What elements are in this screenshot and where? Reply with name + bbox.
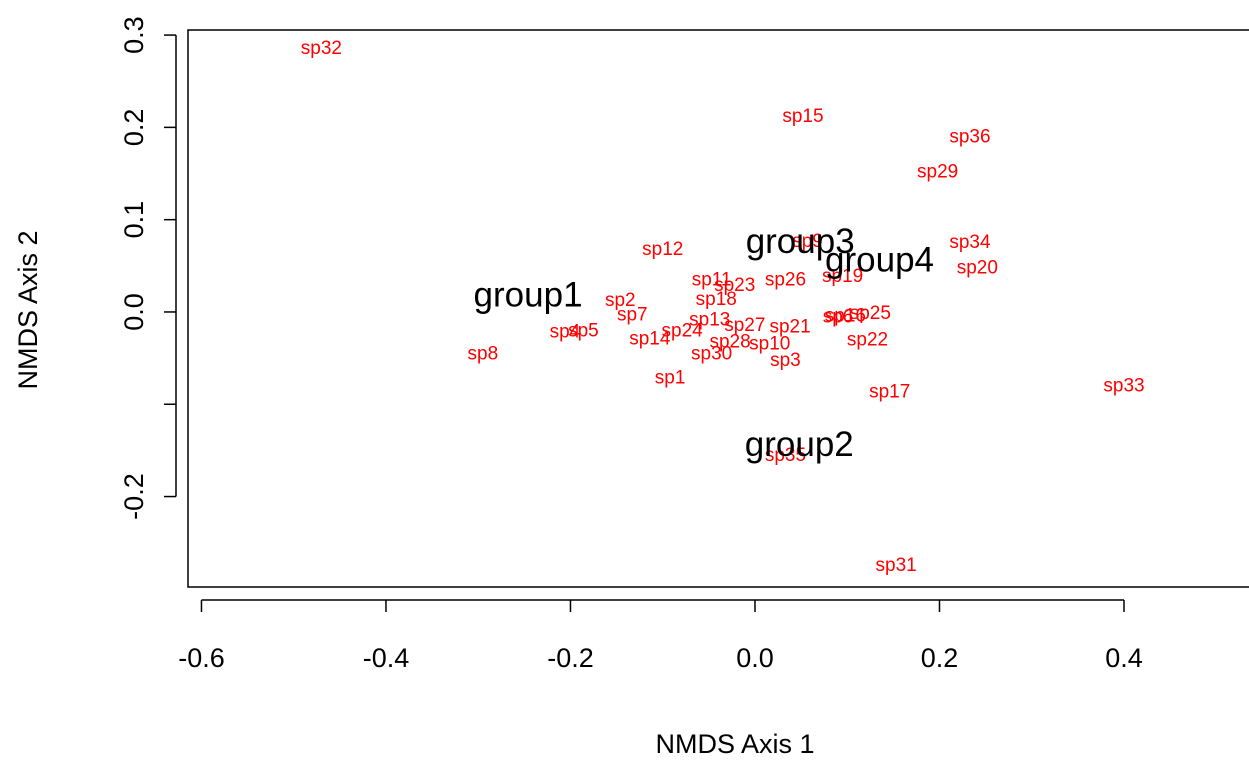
species-label: sp13: [689, 309, 730, 330]
x-tick-label: 0.4: [1105, 643, 1143, 673]
species-label: sp18: [696, 289, 737, 310]
group-label: group4: [825, 240, 934, 279]
species-label: sp30: [691, 343, 732, 364]
group-label: group1: [474, 275, 583, 314]
y-tick-label: 0.0: [119, 293, 149, 331]
species-label: sp20: [957, 258, 998, 279]
y-tick-label: 0.1: [119, 201, 149, 239]
species-label: sp26: [765, 270, 806, 291]
species-label: sp24: [662, 320, 704, 341]
y-tick-label: -0.2: [119, 473, 149, 520]
species-label: sp11: [692, 270, 732, 291]
x-axis-label: NMDS Axis 1: [655, 729, 814, 759]
species-label: sp6: [823, 307, 854, 328]
species-label: sp31: [876, 555, 917, 576]
species-label: sp3: [770, 350, 801, 371]
species-label: sp34: [949, 232, 991, 253]
species-label: sp32: [301, 38, 342, 59]
x-tick-label: -0.2: [547, 643, 594, 673]
x-tick-label: -0.6: [178, 643, 225, 673]
y-tick-label: 0.3: [119, 16, 149, 54]
species-label: sp5: [568, 320, 599, 341]
species-label: sp10: [749, 333, 790, 354]
species-label: sp22: [847, 330, 888, 351]
plot-box: [187, 29, 1249, 588]
x-tick-label: -0.4: [363, 643, 410, 673]
species-label: sp27: [724, 315, 765, 336]
species-label: sp15: [782, 106, 823, 127]
x-tick-label: 0.0: [736, 643, 774, 673]
species-label: sp23: [714, 275, 755, 296]
species-label: sp25: [850, 303, 891, 324]
species-label: sp9: [792, 231, 823, 252]
group-label: group3: [746, 222, 855, 261]
species-label: sp17: [869, 381, 910, 402]
species-label: sp14: [629, 329, 671, 350]
species-label: sp21: [769, 317, 810, 338]
species-label: sp19: [822, 266, 863, 287]
species-label: sp35: [765, 445, 806, 466]
species-label: sp29: [917, 162, 958, 183]
species-label: sp4: [550, 321, 581, 342]
x-tick-label: 0.2: [921, 643, 959, 673]
species-label: sp28: [709, 331, 750, 352]
species-label: sp16: [825, 306, 866, 327]
species-label: sp2: [605, 290, 636, 311]
species-label: sp7: [617, 305, 648, 326]
group-label: group2: [745, 425, 854, 464]
species-label: sp12: [642, 239, 683, 260]
y-tick-label: 0.2: [119, 109, 149, 147]
y-axis-label: NMDS Axis 2: [13, 230, 43, 389]
species-label: sp8: [468, 343, 499, 364]
species-label: sp36: [949, 127, 990, 148]
species-label: sp1: [655, 367, 686, 388]
species-label: sp33: [1103, 376, 1144, 397]
